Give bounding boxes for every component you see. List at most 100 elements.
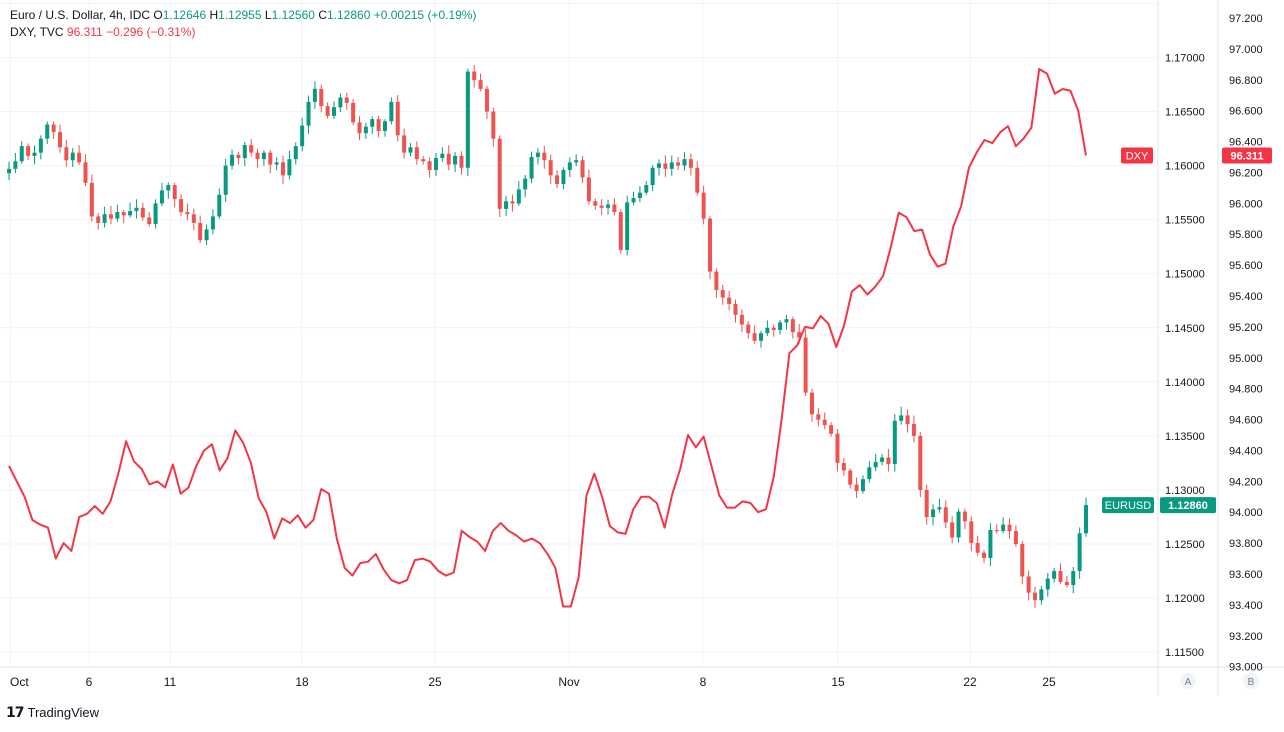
x-tick-label: Nov — [558, 675, 579, 689]
scale-button-a[interactable]: A — [1180, 673, 1196, 689]
candle-body — [440, 153, 445, 159]
scale-button-label: B — [1248, 677, 1255, 688]
candle-body — [618, 212, 623, 250]
legend-main-symbol: Euro / U.S. Dollar, 4h, IDC — [10, 8, 151, 22]
candle-body — [357, 122, 362, 134]
dxy-price-tag-bg — [1222, 147, 1272, 164]
candle-body — [860, 479, 865, 492]
candle-body — [586, 177, 591, 202]
candle-body — [395, 101, 400, 136]
candle-body — [516, 189, 521, 204]
candle-body — [606, 204, 611, 208]
candle-body — [274, 162, 279, 165]
candle-body — [612, 204, 617, 213]
right-axis-tick: 94.600 — [1229, 415, 1263, 427]
candle-body — [159, 190, 164, 204]
candle-body — [268, 152, 273, 165]
candle-body — [363, 126, 368, 134]
candle-body — [128, 211, 133, 216]
legend-high: H1.12955 — [209, 8, 262, 22]
axes: Oct 6 11 18 25 Nov 8 15 22 25 1.17000 1.16500 1.1600… — [0, 0, 1284, 696]
right-axis-tick: 94.200 — [1229, 476, 1263, 488]
scale-button-label: A — [1185, 677, 1192, 688]
left-axis-tick: 1.15500 — [1165, 215, 1205, 227]
candle-body — [663, 163, 668, 169]
right-axis-tick: 93.800 — [1229, 538, 1263, 550]
right-axis-tick: 96.600 — [1229, 106, 1263, 118]
candle-body — [344, 97, 349, 103]
legend-compare-change: −0.296 (−0.31%) — [106, 25, 196, 39]
candle-body — [969, 521, 974, 543]
candle-body — [198, 222, 203, 241]
right-axis-tick: 93.000 — [1229, 662, 1263, 674]
right-axis-tick: 95.200 — [1229, 322, 1263, 334]
candle-body — [739, 314, 744, 325]
tradingview-footer[interactable]: 𝟭𝟳 TradingView — [6, 704, 99, 721]
candle-body — [829, 425, 834, 434]
candle-body — [899, 415, 904, 421]
candle-body — [96, 216, 101, 223]
legend-low: L1.12560 — [264, 8, 315, 22]
legend-compare-value: 96.311 — [66, 25, 103, 39]
candle-body — [287, 159, 292, 176]
candle-body — [185, 212, 190, 215]
x-tick-label: Oct — [10, 675, 29, 689]
candle-body — [816, 414, 821, 420]
candle-body — [873, 461, 878, 468]
candle-body — [1058, 571, 1063, 582]
candle-body — [332, 107, 337, 116]
x-tick-label: 6 — [86, 675, 93, 689]
candle-body — [994, 529, 999, 532]
candle-body — [975, 542, 980, 553]
candle-body — [293, 146, 298, 160]
candle-body — [484, 88, 489, 112]
candle-body — [1039, 589, 1044, 601]
scale-button-b[interactable]: B — [1243, 673, 1259, 689]
candle-body — [147, 217, 152, 225]
x-tick-label: 11 — [164, 675, 177, 689]
candle-body — [867, 467, 872, 480]
candle-body — [13, 161, 18, 169]
candle-body — [7, 168, 11, 174]
candle-body — [599, 205, 604, 208]
dxy-name-tag-bg — [1121, 147, 1153, 164]
candle-body — [1064, 581, 1069, 586]
x-tick-label: 18 — [295, 675, 309, 689]
candle-body — [567, 162, 572, 170]
candle-body — [790, 319, 795, 333]
candle-body — [102, 214, 107, 223]
right-axis-tick: 96.200 — [1229, 167, 1263, 179]
legend-compare: DXY, TVC 96.311 −0.296 (−0.31%) — [10, 25, 195, 39]
candle-body — [153, 203, 158, 225]
candle-body — [306, 101, 311, 126]
candle-body — [918, 435, 923, 490]
candle-body — [402, 135, 407, 153]
candle-body — [746, 324, 751, 334]
candle-body — [1007, 524, 1012, 532]
tradingview-brand: TradingView — [27, 705, 100, 720]
candle-body — [77, 152, 82, 163]
right-axis-tick: 96.400 — [1229, 137, 1263, 149]
right-axis-tick: 95.400 — [1229, 291, 1263, 303]
candle-body — [1071, 571, 1076, 586]
candle-body — [319, 88, 324, 107]
tradingview-logo-icon: 𝟭𝟳 — [6, 704, 25, 720]
candle-body — [70, 152, 75, 161]
candle-body — [803, 337, 808, 393]
candle-body — [727, 297, 732, 305]
candle-body — [950, 522, 955, 538]
candle-body — [172, 185, 177, 200]
candle-body — [822, 419, 827, 426]
candle-body — [140, 207, 145, 218]
candle-body — [38, 138, 43, 153]
candle-body — [312, 88, 317, 102]
left-axis-tick: 1.15000 — [1165, 269, 1205, 281]
candle-body — [325, 106, 330, 116]
right-axis-tick: 97.200 — [1229, 13, 1263, 25]
candle-body — [771, 327, 776, 330]
candle-body — [625, 202, 630, 250]
right-axis-tick: 97.000 — [1229, 44, 1263, 56]
candle-body — [931, 509, 936, 518]
candle-body — [784, 319, 789, 323]
